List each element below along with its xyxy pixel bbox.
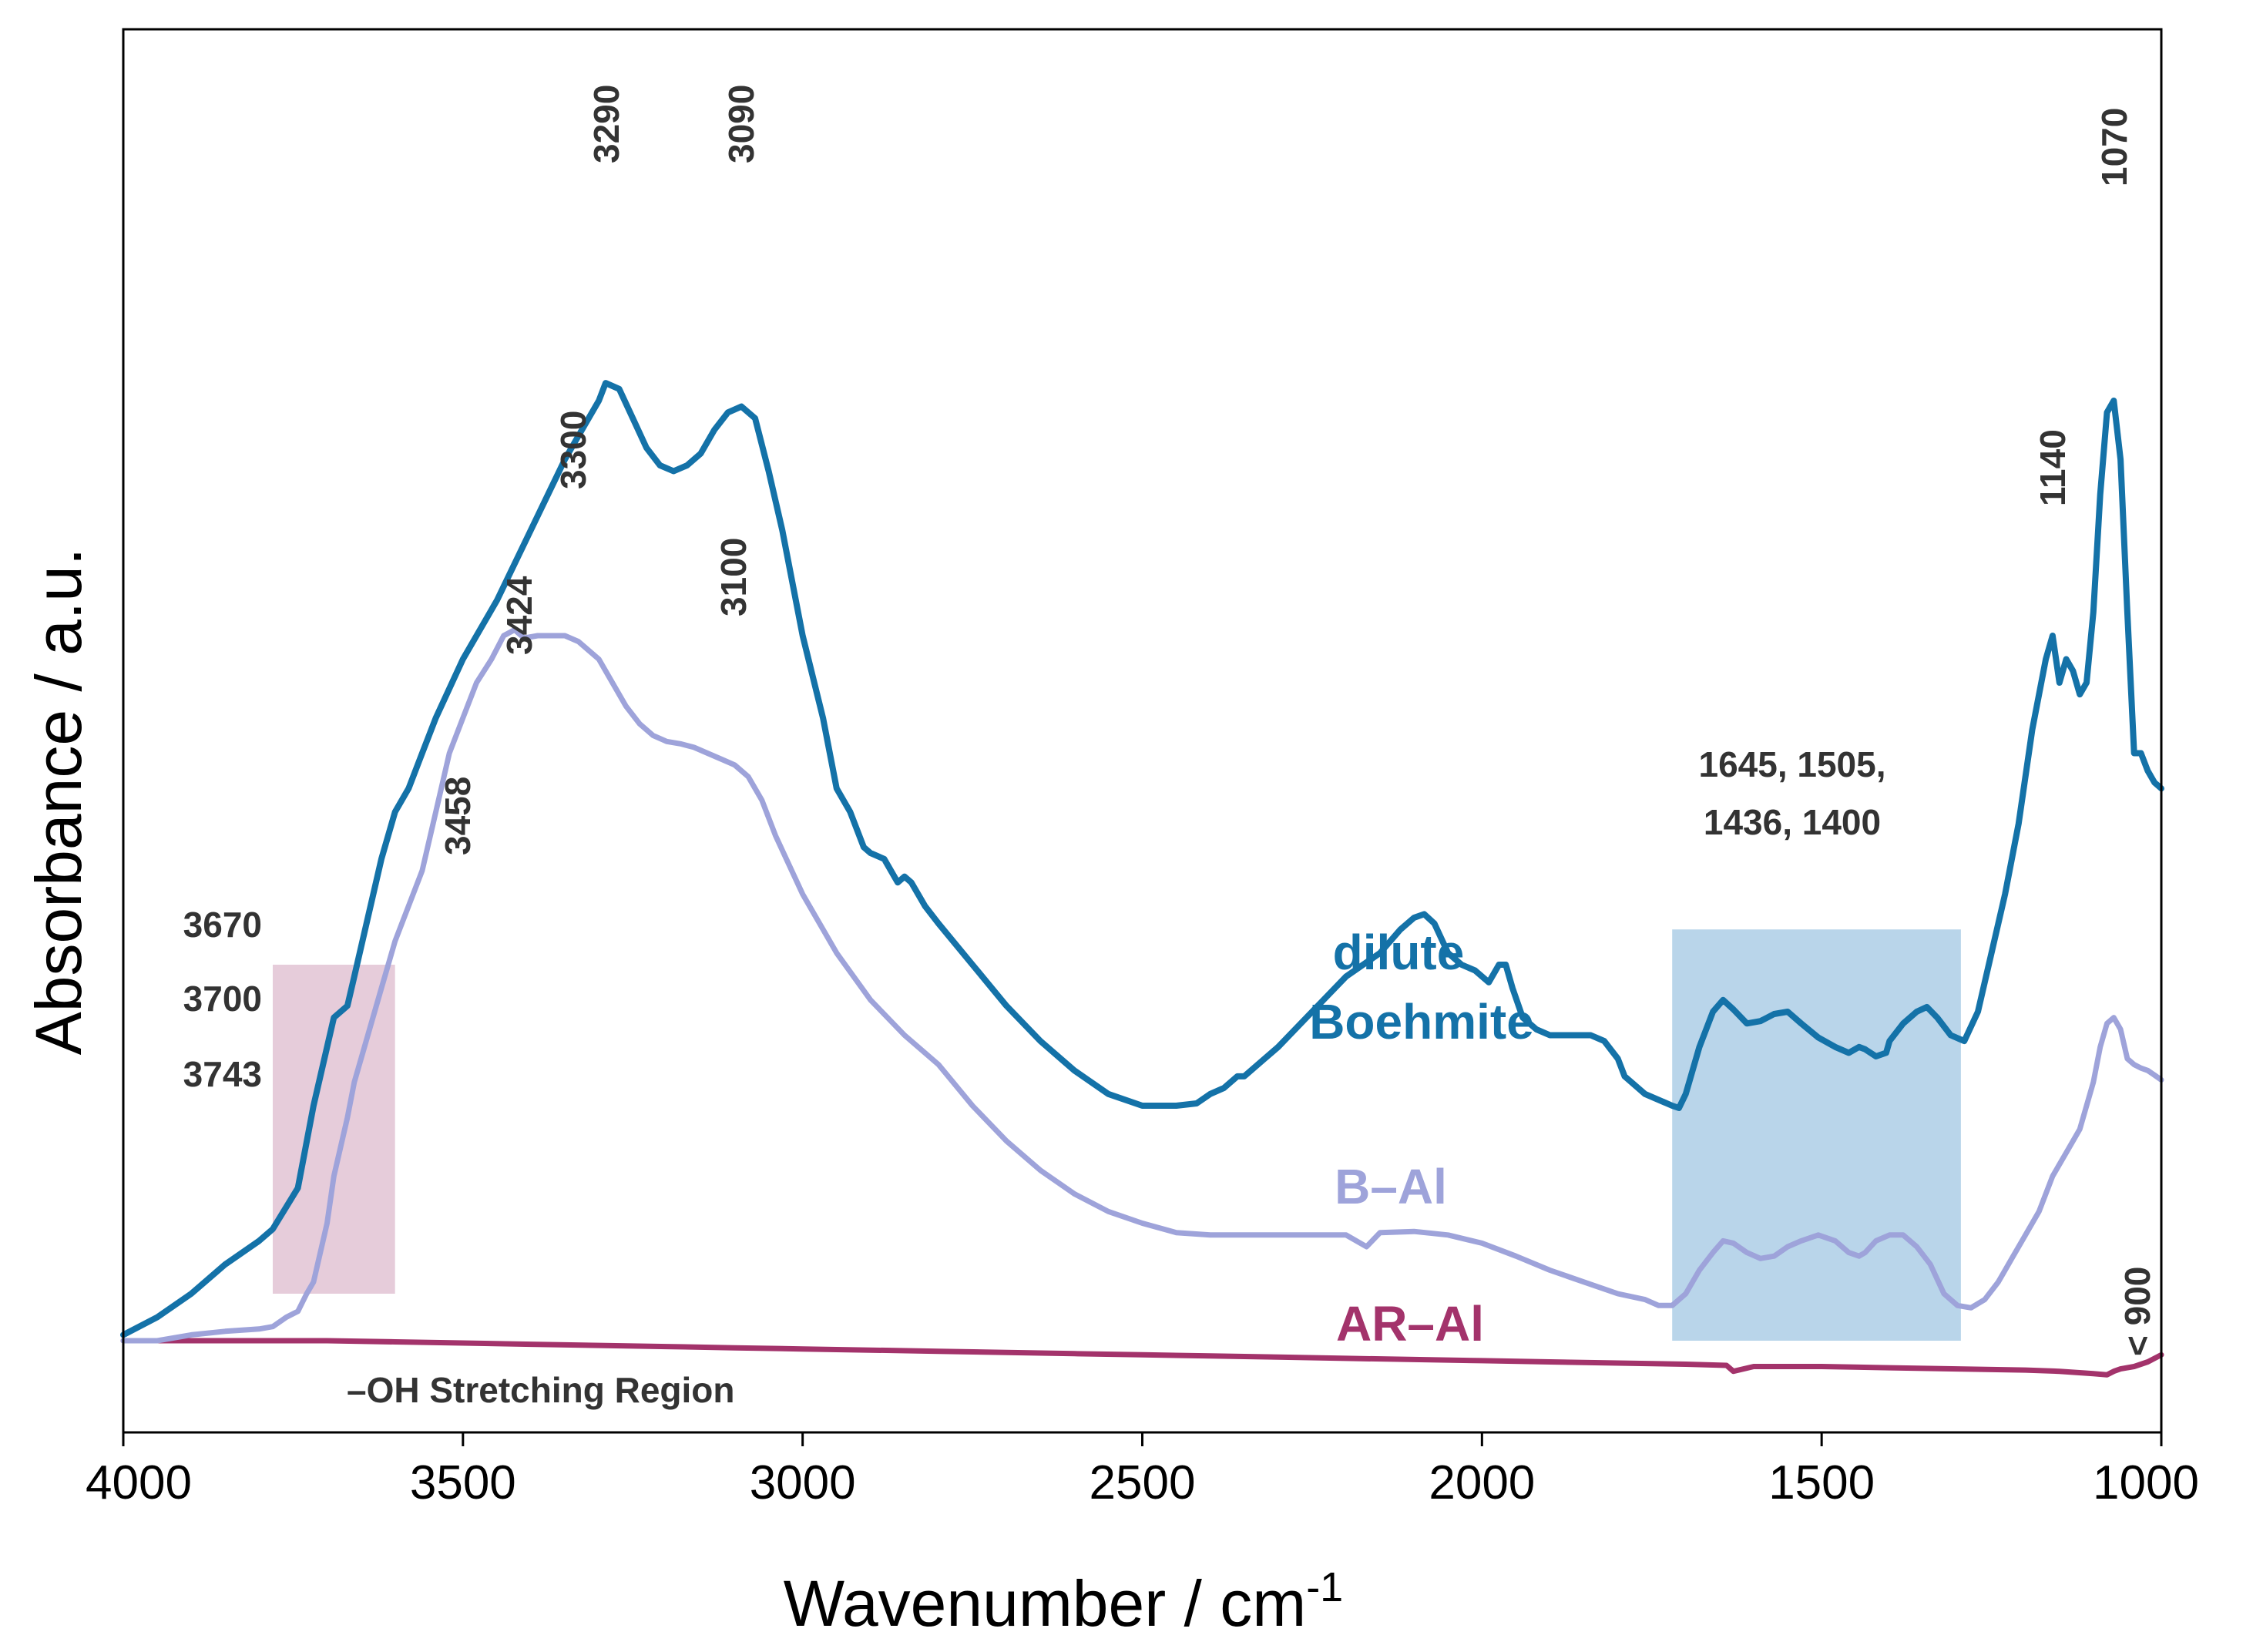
carbonate-group-label-line2: 1436, 1400 — [1704, 802, 1881, 842]
peak-label-3300: 3300 — [553, 411, 593, 489]
x-tick-label: 1500 — [1768, 1456, 1875, 1509]
carbonate-region — [1672, 929, 1961, 1341]
oh-stretching-region-label: –OH Stretching Region — [347, 1370, 734, 1410]
x-tick-label: 1000 — [2093, 1456, 2199, 1509]
peak-label-3700: 3700 — [183, 979, 262, 1019]
spectrum-lines — [120, 380, 2164, 1378]
series-line-boehmite — [120, 380, 2164, 1338]
carbonate-group-label-line1: 1645, 1505, — [1698, 744, 1885, 784]
peak-label-3670: 3670 — [183, 905, 262, 945]
series-label-aral: AR–Al — [1336, 1296, 1484, 1351]
peak-label-3290: 3290 — [586, 85, 626, 163]
x-tick-label: 3500 — [410, 1456, 516, 1509]
peak-label-3090: 3090 — [721, 85, 761, 163]
x-tick-label: 3000 — [750, 1456, 856, 1509]
series-label-boehmite-line2: Boehmite — [1309, 994, 1534, 1049]
shaded-regions — [272, 929, 1961, 1341]
peak-label-3458: 3458 — [438, 777, 478, 855]
peak-label-3100: 3100 — [714, 538, 754, 616]
x-axis-ticks: 4000 3500 3000 2500 2000 1500 1000 — [86, 1432, 2199, 1509]
x-tick-label: 4000 — [86, 1456, 192, 1509]
peak-label-900: < 900 — [2117, 1267, 2157, 1356]
x-tick-label: 2000 — [1429, 1456, 1535, 1509]
series-line-aral — [120, 1338, 2164, 1378]
series-label-bal: B–Al — [1335, 1159, 1447, 1214]
series-line-bal — [120, 626, 2164, 1344]
peak-label-1070: 1070 — [2094, 108, 2134, 186]
y-axis-title: Absorbance / a.u. — [22, 548, 95, 1055]
x-tick-label: 2500 — [1090, 1456, 1196, 1509]
peak-label-3743: 3743 — [183, 1054, 262, 1094]
x-axis-title: Wavenumber / cm-1 — [784, 1564, 1343, 1640]
series-label-boehmite-line1: dilute — [1333, 925, 1465, 980]
peak-label-3424: 3424 — [499, 576, 539, 655]
peak-label-1140: 1140 — [2033, 429, 2073, 506]
